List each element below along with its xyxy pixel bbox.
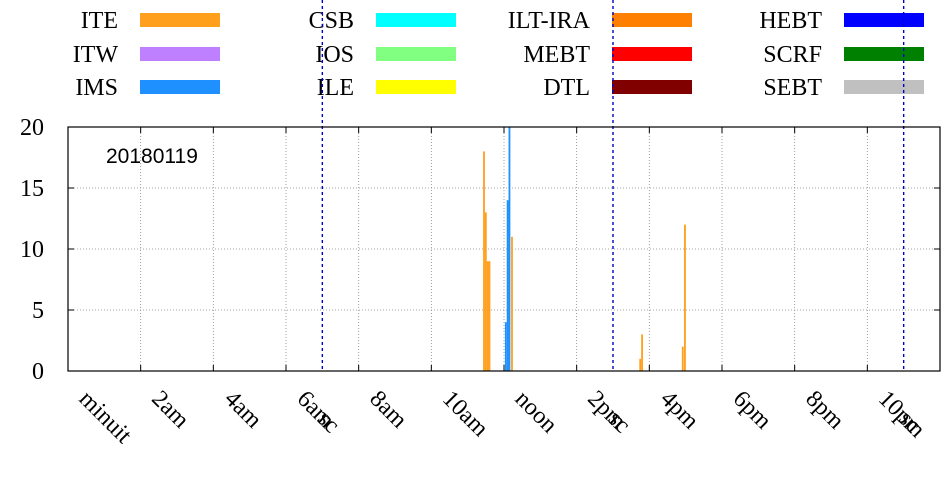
legend-swatch-ims [140,80,220,94]
y-tick-label: 0 [32,359,44,385]
legend-swatch-ile [376,80,456,94]
x-tick-label-10am: 10am [437,386,493,442]
bar-ite [641,334,643,371]
legend-label-itw: ITW [73,42,119,68]
legend-swatch-ios [376,47,456,61]
legend-swatch-mebt [612,47,692,61]
x-tick-label-6pm: 6pm [728,386,777,435]
legend-swatch-sebt [844,80,924,94]
x-tick-label-4am: 4am [219,386,267,434]
legend-swatch-dtl [612,80,692,94]
legend-label-sebt: SEBT [763,75,822,101]
legend-swatch-ilt-ira [612,13,692,27]
legend-label-ilt-ira: ILT-IRA [508,8,591,34]
x-tick-label-8pm: 8pm [800,386,849,435]
legend-label-mebt: MEBT [523,42,590,68]
legend-swatch-scrf [844,47,924,61]
y-tick-label: 15 [20,176,44,202]
y-axis: 0 5 10 15 20 [20,115,940,385]
legend-label-ios: IOS [315,42,354,68]
bars [483,127,686,371]
legend-swatch-itw [140,47,220,61]
y-tick-label: 20 [20,115,44,141]
grid [68,127,940,371]
x-tick-label-2am: 2am [146,386,194,434]
bar-ims [508,127,511,371]
bar-ims [506,200,509,371]
x-tick-label-8am: 8am [364,386,412,434]
legend-swatch-ite [140,13,220,27]
x-tick-label-noon: noon [510,386,562,438]
x-tick-label-4pm: 4pm [655,386,704,435]
y-tick-label: 5 [32,298,44,324]
bar-ite [639,358,642,371]
legend-swatch-hebt [844,13,924,27]
x-tick-label-minuit: minuit [74,386,137,449]
bar-ite [681,346,684,371]
bar-ims [504,322,507,371]
bar-ite [684,224,686,371]
bar-ite [483,151,485,371]
legend-label-ite: ITE [81,8,118,34]
bar-ite [486,261,489,371]
legend-label-scrf: SCRF [763,42,822,68]
bar-ite [488,261,491,371]
date-annotation: 20180119 [106,145,198,168]
legend-swatch-csb [376,13,456,27]
bar-ite [484,212,487,371]
y-tick-label: 10 [20,237,44,263]
legend-label-dtl: DTL [543,75,590,101]
legend-label-csb: CSB [309,8,354,34]
legend: ITEITWIMSCSBIOSILEILT-IRAMEBTDTLHEBTSCRF… [73,8,924,101]
legend-label-hebt: HEBT [759,8,822,34]
legend-label-ims: IMS [75,75,118,101]
x-axis: minuit 2am 4am 6am 8am 10am noon 2pm 4pm 6pm 8pm 10… [67,127,930,449]
bar-ite [511,236,513,371]
shift-lines: sc sc sc [312,0,926,438]
